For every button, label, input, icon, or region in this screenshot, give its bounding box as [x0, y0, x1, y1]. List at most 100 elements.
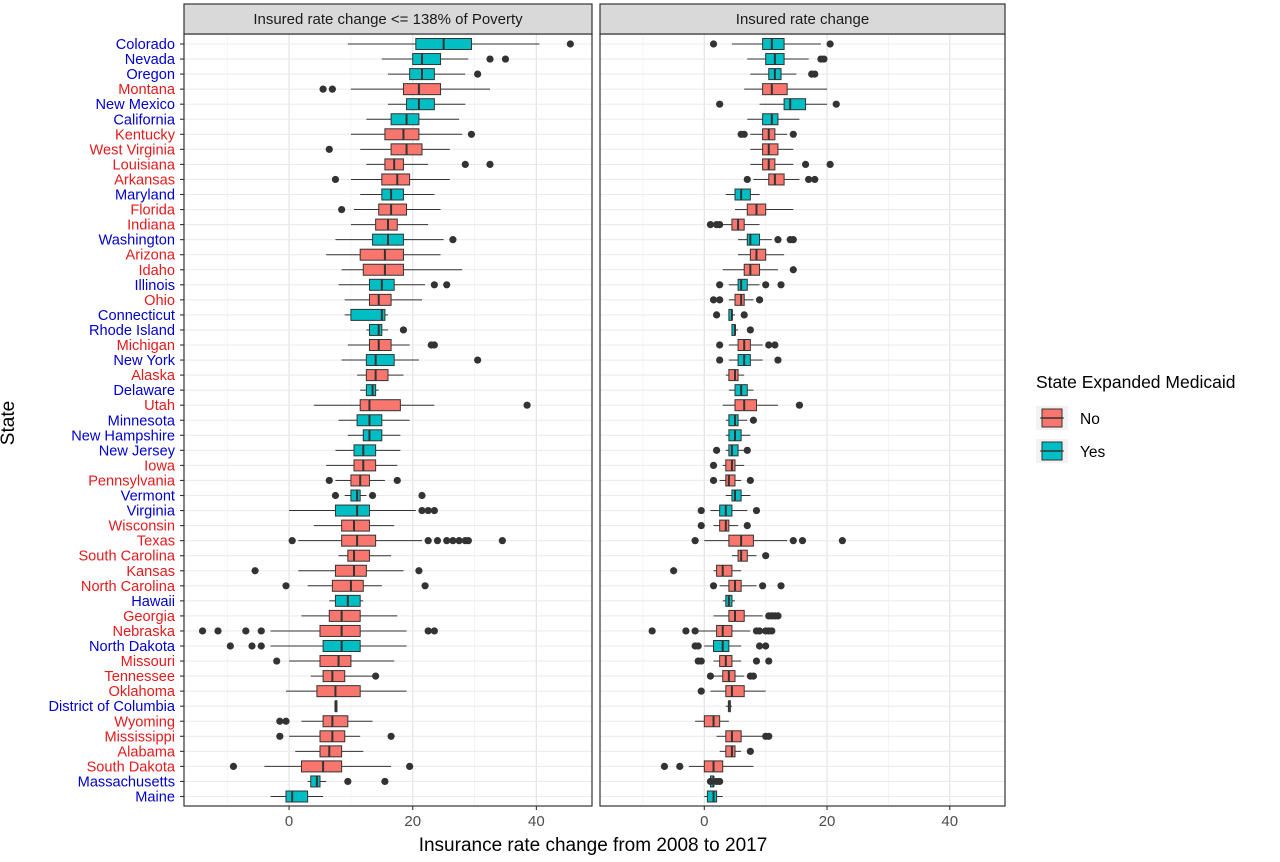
outlier-point — [467, 130, 476, 138]
outlier-point — [749, 416, 758, 424]
box-body — [725, 745, 736, 758]
box-body — [300, 760, 343, 773]
box-body — [703, 715, 721, 728]
box-body — [365, 369, 389, 382]
box-north-carolina — [282, 579, 429, 592]
box-body — [331, 579, 364, 592]
box-west-virginia — [750, 143, 794, 156]
state-label: Ohio — [144, 293, 175, 309]
outlier-point — [648, 627, 656, 635]
facet-title: Insured rate change <= 138% of Poverty — [253, 11, 523, 28]
state-label: Wyoming — [114, 714, 175, 730]
box-north-dakota — [691, 640, 770, 652]
outlier-point — [789, 537, 797, 545]
box-body — [725, 459, 736, 472]
outlier-point — [368, 491, 377, 500]
outlier-point — [765, 732, 773, 740]
box-body — [762, 83, 788, 96]
outlier-point — [682, 627, 690, 635]
x-axis-title: Insurance rate change from 2008 to 2017 — [419, 835, 768, 856]
box-maryland — [360, 188, 435, 201]
box-body — [359, 399, 401, 412]
outlier-point — [716, 100, 724, 108]
state-label: Virginia — [127, 504, 176, 520]
box-mississippi — [276, 730, 395, 743]
outlier-point — [716, 341, 724, 349]
outlier-point — [387, 732, 395, 740]
state-label: Missouri — [121, 654, 175, 670]
box-alaska — [725, 369, 745, 382]
outlier-point — [755, 642, 764, 650]
outlier-point — [716, 296, 724, 304]
box-oregon — [388, 68, 482, 81]
outlier-point — [755, 296, 764, 304]
outlier-point — [755, 627, 764, 635]
box-missouri — [273, 655, 395, 668]
box-new-hampshire — [725, 429, 751, 442]
outlier-point — [826, 40, 834, 48]
outlier-point — [344, 777, 352, 786]
x-tick-label: 20 — [819, 813, 836, 830]
outlier-point — [691, 627, 699, 635]
outlier-point — [424, 537, 432, 545]
box-hawaii — [329, 594, 364, 607]
outlier-point — [331, 175, 340, 184]
outlier-point — [832, 100, 840, 108]
outlier-point — [430, 506, 438, 515]
box-pennsylvania — [325, 474, 401, 487]
state-label: Oregon — [126, 67, 175, 83]
outlier-point — [248, 642, 256, 650]
box-body — [728, 414, 739, 427]
x-tick-label: 40 — [528, 813, 545, 830]
facet-panel-1: Insured rate change <= 138% of Poverty 0 2… — [183, 3, 593, 830]
box-kentucky — [350, 128, 476, 141]
outlier-point — [443, 281, 451, 289]
box-body — [353, 459, 377, 472]
state-label: Rhode Island — [89, 323, 175, 339]
box-body — [725, 730, 742, 743]
box-pennsylvania — [709, 474, 754, 487]
outlier-point — [660, 762, 669, 771]
box-ohio — [344, 293, 422, 306]
outlier-point — [746, 326, 754, 334]
box-tennessee — [706, 670, 758, 683]
box-body — [390, 113, 420, 126]
outlier-point — [257, 642, 265, 650]
box-body — [310, 775, 321, 788]
outlier-point — [709, 296, 718, 304]
state-label: Arkansas — [114, 172, 175, 188]
outlier-point — [759, 582, 767, 590]
box-minnesota — [725, 414, 758, 427]
box-body — [706, 790, 718, 803]
box-body — [316, 685, 361, 698]
box-new-jersey — [335, 444, 401, 457]
x-tick-label: 20 — [404, 813, 421, 830]
box-wisconsin — [313, 519, 395, 532]
state-label: Nevada — [125, 52, 176, 68]
facet-strip — [599, 3, 1006, 35]
state-label: Vermont — [121, 489, 175, 505]
facet-strip — [183, 3, 593, 35]
outlier-point — [501, 55, 510, 63]
box-body — [725, 474, 736, 487]
outlier-point — [430, 341, 438, 349]
outlier-point — [498, 537, 506, 545]
outlier-point — [712, 446, 721, 454]
state-label: Alabama — [117, 744, 175, 760]
box-body — [319, 624, 361, 637]
box-montana — [319, 83, 490, 96]
outlier-point — [765, 657, 773, 665]
box-body — [384, 128, 420, 141]
box-body — [713, 640, 730, 652]
outlier-point — [801, 160, 810, 168]
state-label: Idaho — [138, 263, 175, 279]
state-label: Florida — [130, 203, 175, 219]
box-body — [368, 293, 392, 306]
outlier-point — [774, 236, 782, 244]
box-body — [746, 233, 761, 246]
box-body — [365, 384, 377, 397]
box-south-carolina — [731, 549, 770, 562]
state-label: North Carolina — [81, 579, 176, 595]
outlier-point — [282, 582, 290, 590]
